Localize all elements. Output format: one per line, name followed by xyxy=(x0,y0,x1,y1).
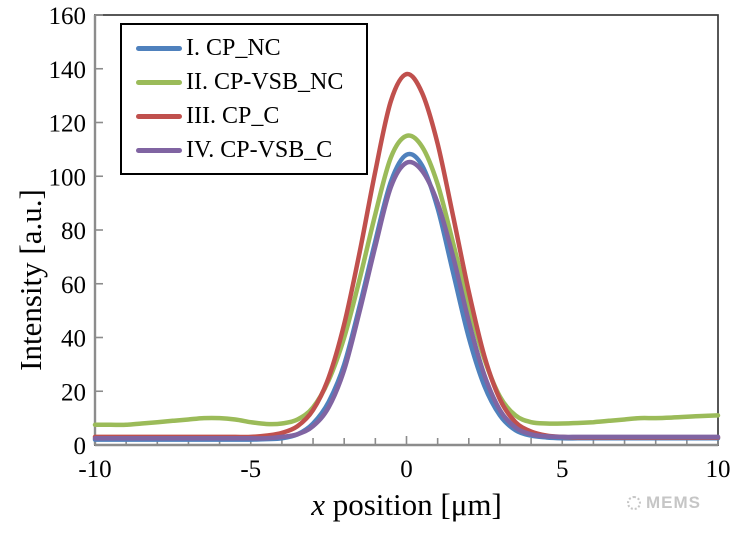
series-line-ii-cp-vsb-nc xyxy=(92,133,721,428)
x-axis-title: x position [μm] xyxy=(95,487,718,523)
legend-item-cp-vsb-nc: II. CP-VSB_NC xyxy=(136,66,366,98)
legend-item-cp-nc: I. CP_NC xyxy=(136,32,366,64)
legend: I. CP_NC II. CP-VSB_NC III. CP_C IV. CP-… xyxy=(120,23,368,175)
y-tick-label: 0 xyxy=(74,433,87,460)
y-tick-label: 20 xyxy=(61,379,86,406)
watermark: MEMS xyxy=(627,493,701,513)
legend-label-cp-nc: I. CP_NC xyxy=(186,35,281,61)
watermark-text: MEMS xyxy=(646,493,701,512)
legend-line-sample-cp-vsb-c xyxy=(136,147,182,153)
mems-logo-icon xyxy=(627,496,641,510)
y-axis-title: Intensity [a.u.] xyxy=(13,189,48,371)
x-tick-label: 0 xyxy=(400,456,413,483)
x-tick-label: 10 xyxy=(706,456,731,483)
y-tick-label: 60 xyxy=(61,272,86,299)
series-line-iv-cp-vsb-c xyxy=(92,159,721,441)
y-tick-label: 40 xyxy=(61,326,86,353)
legend-line-sample-cp-vsb-nc xyxy=(136,79,182,85)
y-tick-label: 80 xyxy=(61,218,86,245)
legend-label-cp-vsb-c: IV. CP-VSB_C xyxy=(186,137,333,163)
x-axis-title-rest: position [μm] xyxy=(324,487,502,522)
x-tick-label: 5 xyxy=(556,456,569,483)
series-line-i-cp-nc xyxy=(92,151,721,442)
legend-label-cp-c: III. CP_C xyxy=(186,103,280,129)
legend-item-cp-c: III. CP_C xyxy=(136,100,366,132)
legend-item-cp-vsb-c: IV. CP-VSB_C xyxy=(136,134,366,166)
y-tick-label: 160 xyxy=(49,3,87,30)
legend-line-sample-cp-nc xyxy=(136,45,182,51)
x-tick-label: -5 xyxy=(240,456,261,483)
y-tick-label: 140 xyxy=(49,57,87,84)
x-tick-label: -10 xyxy=(78,456,111,483)
y-tick-label: 120 xyxy=(49,111,87,138)
x-axis-title-variable: x xyxy=(311,487,325,522)
y-tick-label: 100 xyxy=(49,164,87,191)
legend-line-sample-cp-c xyxy=(136,113,182,119)
legend-label-cp-vsb-nc: II. CP-VSB_NC xyxy=(186,69,344,95)
